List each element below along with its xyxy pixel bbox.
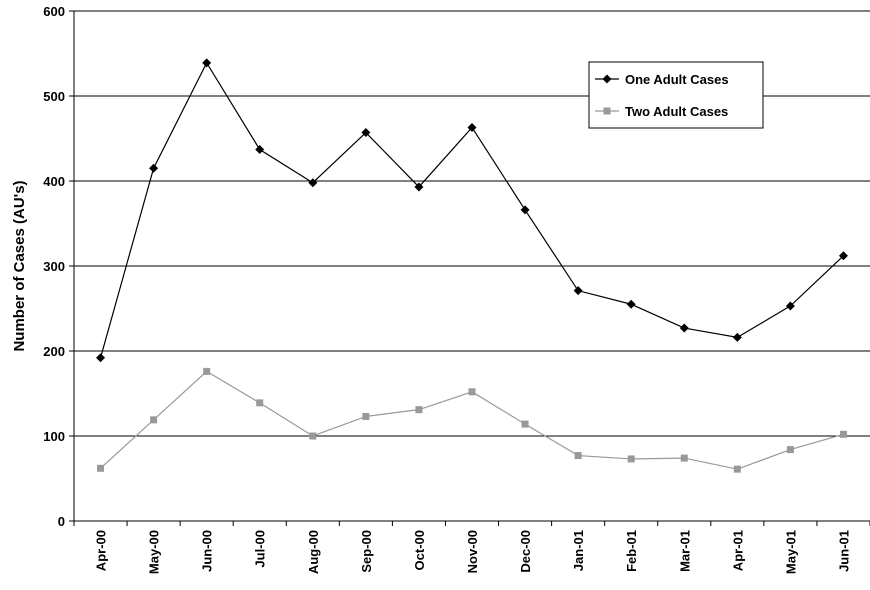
legend-entry: Two Adult Cases [595, 104, 728, 119]
data-point [255, 145, 265, 155]
data-point [149, 163, 159, 173]
y-tick-label: 400 [43, 174, 65, 189]
data-point [203, 367, 211, 375]
x-tick-label: Sep-00 [359, 530, 374, 573]
x-tick-labels: Apr-00 May-00 Jun-00 Jul-00 Aug-00 Sep-00 Oct-… [94, 530, 852, 574]
data-point [626, 299, 636, 309]
data-point [838, 251, 848, 261]
axes [69, 10, 870, 526]
x-tick-label: Jun-00 [200, 530, 215, 572]
legend-box [588, 61, 764, 129]
x-tick-label: May-00 [147, 530, 162, 574]
x-tick-label: Nov-00 [465, 530, 480, 573]
data-point [467, 122, 477, 132]
legend-swatch-marker [603, 107, 611, 115]
data-point [362, 412, 370, 420]
x-tick-label: Feb-01 [624, 530, 639, 572]
x-tick-label: Jun-01 [836, 530, 851, 572]
data-point [786, 446, 794, 454]
y-tick-labels: 0 100 200 300 400 500 600 [43, 4, 65, 529]
data-point [468, 388, 476, 396]
x-tick-label: May-01 [783, 530, 798, 574]
data-point [97, 464, 105, 472]
data-point [521, 420, 529, 428]
data-point [309, 432, 317, 440]
data-point [733, 465, 741, 473]
data-point [96, 353, 106, 363]
x-tick-label: Apr-00 [94, 530, 109, 571]
data-point [361, 128, 371, 138]
data-point [256, 399, 264, 407]
data-point [573, 286, 583, 296]
data-point [150, 416, 158, 424]
legend-entry: One Adult Cases [595, 72, 729, 87]
series [96, 58, 848, 473]
data-point [732, 332, 742, 342]
data-point [785, 301, 795, 311]
data-point [414, 182, 424, 192]
series-one-adult-cases [96, 58, 848, 363]
x-tick-label: Jan-01 [571, 530, 586, 571]
x-tick-label: Apr-01 [730, 530, 745, 571]
data-point [415, 406, 423, 414]
y-tick-label: 200 [43, 344, 65, 359]
y-tick-label: 100 [43, 429, 65, 444]
x-tick-label: Aug-00 [306, 530, 321, 574]
x-tick-label: Oct-00 [412, 530, 427, 570]
data-point [520, 205, 530, 215]
legend: One Adult Cases Two Adult Cases [588, 61, 764, 129]
y-tick-label: 500 [43, 89, 65, 104]
x-tick-label: Dec-00 [518, 530, 533, 573]
series-two-adult-cases [97, 367, 847, 473]
data-point [308, 178, 318, 188]
legend-swatch-marker [602, 74, 612, 84]
series-line [100, 370, 844, 470]
data-point [202, 58, 212, 68]
y-tick-label: 0 [58, 514, 65, 529]
x-tick-label: Mar-01 [677, 530, 692, 572]
data-point [680, 454, 688, 462]
x-tick-label: Jul-00 [253, 530, 268, 568]
y-axis-title: Number of Cases (AU's) [11, 180, 28, 351]
legend-label: One Adult Cases [625, 72, 729, 87]
legend-label: Two Adult Cases [625, 104, 728, 119]
gridlines [74, 10, 870, 437]
y-tick-label: 300 [43, 259, 65, 274]
data-point [574, 452, 582, 460]
data-point [627, 455, 635, 463]
data-point [839, 430, 847, 438]
y-tick-label: 600 [43, 4, 65, 19]
data-point [679, 323, 689, 333]
